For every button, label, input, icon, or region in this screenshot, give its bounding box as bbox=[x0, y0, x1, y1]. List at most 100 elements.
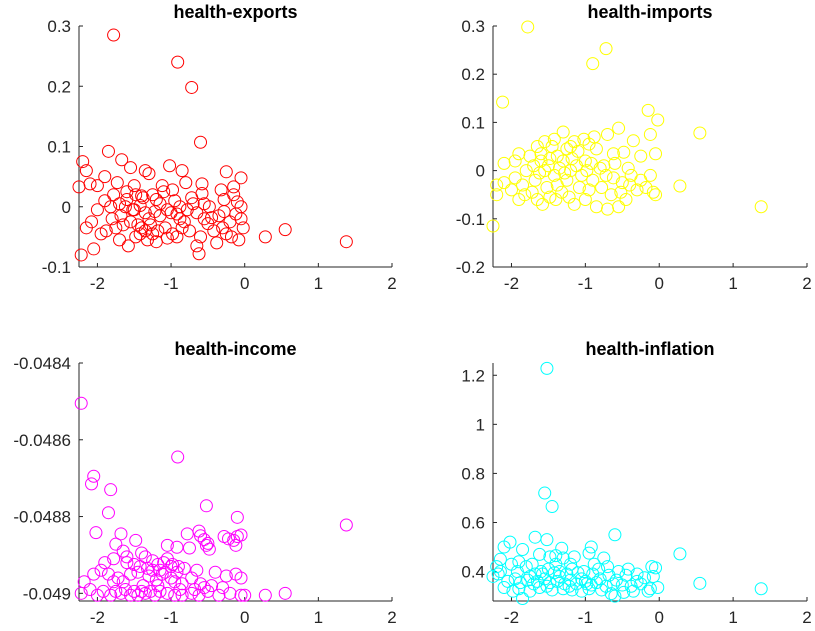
x-tick-label: -1 bbox=[163, 274, 178, 293]
x-tick-label: 0 bbox=[655, 608, 664, 627]
data-point bbox=[153, 197, 167, 211]
data-point bbox=[223, 586, 237, 600]
data-point bbox=[124, 567, 138, 581]
data-point bbox=[497, 540, 511, 554]
x-tick-label: -2 bbox=[504, 274, 519, 293]
data-point bbox=[177, 215, 191, 229]
y-tick-label: 0.3 bbox=[461, 17, 485, 36]
data-point bbox=[76, 155, 90, 169]
data-point bbox=[124, 161, 138, 175]
data-point bbox=[575, 168, 589, 182]
data-point bbox=[197, 197, 211, 211]
y-tick-label: -0.1 bbox=[42, 258, 71, 277]
data-point bbox=[121, 239, 135, 253]
data-point bbox=[601, 202, 615, 216]
data-point bbox=[170, 230, 184, 244]
data-point bbox=[166, 558, 180, 572]
data-point bbox=[592, 562, 606, 576]
data-point bbox=[127, 179, 141, 193]
data-point bbox=[232, 233, 246, 247]
data-point bbox=[136, 579, 150, 593]
data-point bbox=[180, 527, 194, 541]
data-point bbox=[567, 550, 581, 564]
data-point bbox=[578, 193, 592, 207]
data-point bbox=[197, 212, 211, 226]
data-point bbox=[136, 191, 150, 205]
data-point bbox=[536, 567, 550, 581]
y-tick-label: 0.2 bbox=[461, 65, 485, 84]
y-tick-label: 0 bbox=[62, 198, 71, 217]
data-point bbox=[173, 200, 187, 214]
data-point bbox=[104, 483, 118, 497]
data-point bbox=[564, 557, 578, 571]
data-point bbox=[195, 177, 209, 191]
data-point bbox=[486, 219, 500, 233]
data-point bbox=[534, 565, 548, 579]
scatter-series bbox=[74, 396, 353, 602]
data-point bbox=[580, 164, 594, 178]
data-point bbox=[649, 561, 663, 575]
y-tick-label: -0.0486 bbox=[13, 431, 71, 450]
panel-health-exports: health-exports -2 -1 0 1 2 -0.1 0 0.1 0.2 0.3 bbox=[42, 2, 397, 293]
data-point bbox=[217, 530, 231, 544]
data-point bbox=[582, 183, 596, 197]
data-point bbox=[99, 224, 113, 238]
data-point bbox=[555, 185, 569, 199]
data-point bbox=[599, 168, 613, 182]
x-tick-label: 1 bbox=[314, 274, 323, 293]
x-tick-label: -1 bbox=[578, 608, 593, 627]
data-point bbox=[131, 218, 145, 232]
data-point bbox=[133, 227, 147, 241]
data-point bbox=[114, 527, 128, 541]
data-point bbox=[601, 127, 615, 141]
data-point bbox=[138, 586, 152, 600]
data-point bbox=[212, 209, 226, 223]
data-point bbox=[148, 205, 162, 219]
data-point bbox=[540, 533, 554, 547]
data-point bbox=[133, 559, 147, 573]
data-point bbox=[175, 164, 189, 178]
data-point bbox=[521, 20, 535, 34]
data-point bbox=[94, 563, 108, 577]
data-point bbox=[107, 552, 121, 566]
data-point bbox=[597, 551, 611, 565]
data-point bbox=[623, 178, 637, 192]
data-point bbox=[140, 561, 154, 575]
data-point bbox=[601, 560, 615, 574]
data-point bbox=[615, 176, 629, 190]
data-point bbox=[90, 179, 104, 193]
data-point bbox=[190, 239, 204, 253]
data-point bbox=[549, 557, 563, 571]
data-point bbox=[219, 569, 233, 583]
data-point bbox=[693, 126, 707, 140]
data-point bbox=[166, 227, 180, 241]
data-point bbox=[754, 200, 768, 214]
y-tick-label: 0 bbox=[476, 162, 485, 181]
data-point bbox=[493, 552, 507, 566]
data-point bbox=[135, 546, 149, 560]
data-point bbox=[175, 588, 189, 602]
data-point bbox=[126, 203, 140, 217]
data-point bbox=[199, 499, 213, 513]
panel-health-imports: health-imports -2 -1 0 1 2 -0.2 -0.1 0 0.1 0.2 0.3 bbox=[456, 2, 812, 293]
panel-health-income: health-income -2 -1 0 1 2 -0.049 -0.0488 -0.048… bbox=[13, 339, 396, 627]
x-tick-label: 1 bbox=[728, 608, 737, 627]
data-point bbox=[258, 588, 272, 602]
data-point bbox=[173, 582, 187, 596]
data-point bbox=[641, 584, 655, 598]
data-point bbox=[630, 183, 644, 197]
data-point bbox=[153, 209, 167, 223]
data-point bbox=[540, 361, 554, 375]
data-point bbox=[182, 541, 196, 555]
data-point bbox=[149, 235, 163, 249]
data-point bbox=[212, 588, 226, 602]
data-point bbox=[528, 173, 542, 187]
data-point bbox=[587, 557, 601, 571]
data-point bbox=[74, 248, 88, 262]
data-point bbox=[595, 180, 609, 194]
data-point bbox=[190, 563, 204, 577]
scatter-series bbox=[486, 20, 768, 233]
x-tick-label: 0 bbox=[655, 274, 664, 293]
data-point bbox=[538, 135, 552, 149]
data-point bbox=[604, 188, 618, 202]
